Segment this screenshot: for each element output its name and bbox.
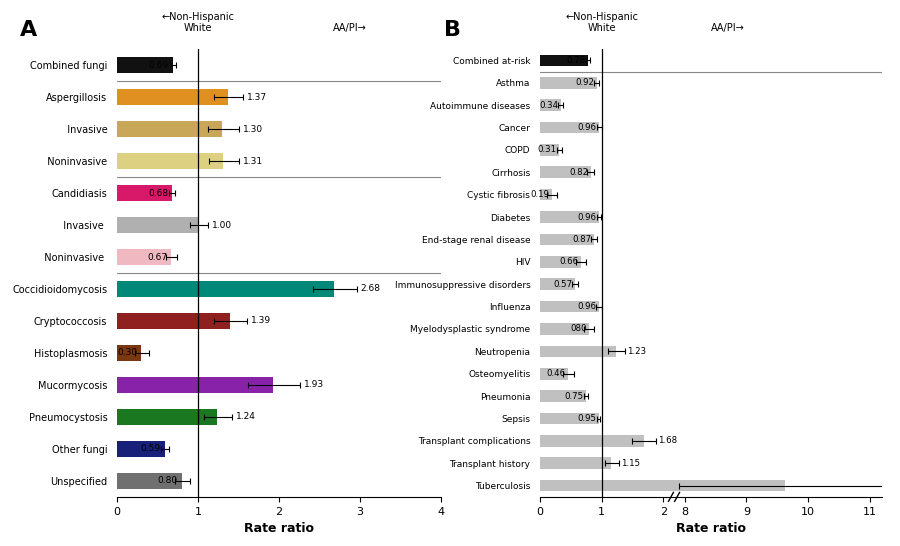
- Text: 0.80: 0.80: [158, 476, 178, 485]
- Text: 0.87: 0.87: [572, 235, 591, 244]
- Bar: [540, 278, 575, 290]
- Text: 1.24: 1.24: [236, 412, 256, 422]
- Text: 0.96: 0.96: [578, 302, 597, 311]
- Text: 0.95: 0.95: [577, 414, 596, 423]
- Bar: [117, 377, 274, 393]
- Text: 1.31: 1.31: [243, 157, 263, 165]
- Text: 0.59: 0.59: [140, 444, 161, 453]
- Text: 0.34: 0.34: [539, 100, 559, 110]
- Text: 1.68: 1.68: [658, 436, 678, 446]
- Text: ←Non-Hispanic
White: ←Non-Hispanic White: [565, 12, 638, 33]
- Text: AA/PI→: AA/PI→: [711, 23, 745, 33]
- Text: 0.75: 0.75: [564, 391, 584, 401]
- Bar: [540, 211, 599, 223]
- Text: 1.23: 1.23: [627, 347, 646, 356]
- Bar: [117, 121, 222, 138]
- Text: 0.30: 0.30: [117, 348, 137, 358]
- Bar: [540, 346, 616, 357]
- Bar: [540, 99, 561, 111]
- Text: 1.30: 1.30: [243, 124, 263, 134]
- Bar: [117, 345, 141, 361]
- Text: 080: 080: [571, 324, 587, 334]
- Text: 0.46: 0.46: [547, 369, 566, 378]
- Bar: [540, 55, 588, 66]
- Text: 0.66: 0.66: [559, 257, 578, 266]
- X-axis label: Rate ratio: Rate ratio: [676, 522, 746, 535]
- Text: 0.19: 0.19: [530, 190, 549, 199]
- Bar: [117, 313, 230, 329]
- Bar: [117, 408, 218, 425]
- Bar: [117, 153, 223, 169]
- Text: 0.31: 0.31: [537, 145, 556, 155]
- X-axis label: Rate ratio: Rate ratio: [244, 522, 314, 535]
- Text: 2.68: 2.68: [361, 284, 381, 294]
- Text: 0.82: 0.82: [569, 168, 588, 177]
- Bar: [540, 167, 590, 178]
- Bar: [117, 89, 228, 105]
- Text: 1.37: 1.37: [248, 93, 267, 102]
- Text: 0.57: 0.57: [554, 280, 572, 289]
- Bar: [540, 368, 568, 379]
- Text: 1.15: 1.15: [621, 459, 641, 468]
- Bar: [540, 256, 580, 268]
- Bar: [117, 217, 198, 233]
- Text: 0.96: 0.96: [578, 123, 597, 132]
- Bar: [540, 480, 786, 491]
- Bar: [540, 390, 586, 402]
- Bar: [540, 435, 644, 447]
- Bar: [540, 323, 590, 335]
- Text: AA/PI→: AA/PI→: [333, 23, 367, 33]
- Bar: [117, 441, 165, 457]
- Bar: [540, 189, 552, 200]
- Bar: [540, 301, 599, 312]
- Text: 1.39: 1.39: [250, 317, 271, 325]
- Text: 0.96: 0.96: [578, 212, 597, 222]
- Text: 0.67: 0.67: [147, 252, 167, 262]
- Bar: [117, 281, 334, 298]
- Text: A: A: [20, 20, 37, 40]
- Bar: [540, 413, 598, 424]
- Text: B: B: [445, 20, 461, 40]
- Text: ←Non-Hispanic
White: ←Non-Hispanic White: [161, 12, 235, 33]
- Bar: [540, 122, 599, 133]
- Bar: [540, 234, 594, 245]
- Bar: [540, 144, 559, 156]
- Text: 1.00: 1.00: [212, 221, 232, 229]
- Bar: [117, 472, 182, 489]
- Text: 0.78: 0.78: [566, 56, 586, 65]
- Text: 1.93: 1.93: [304, 381, 324, 389]
- Text: 0.69: 0.69: [148, 61, 169, 70]
- Bar: [117, 185, 172, 201]
- Bar: [540, 77, 597, 88]
- Text: 0.92: 0.92: [575, 78, 594, 87]
- Bar: [117, 248, 171, 265]
- Bar: [540, 458, 611, 469]
- Text: 0.68: 0.68: [148, 188, 168, 198]
- Bar: [117, 57, 173, 74]
